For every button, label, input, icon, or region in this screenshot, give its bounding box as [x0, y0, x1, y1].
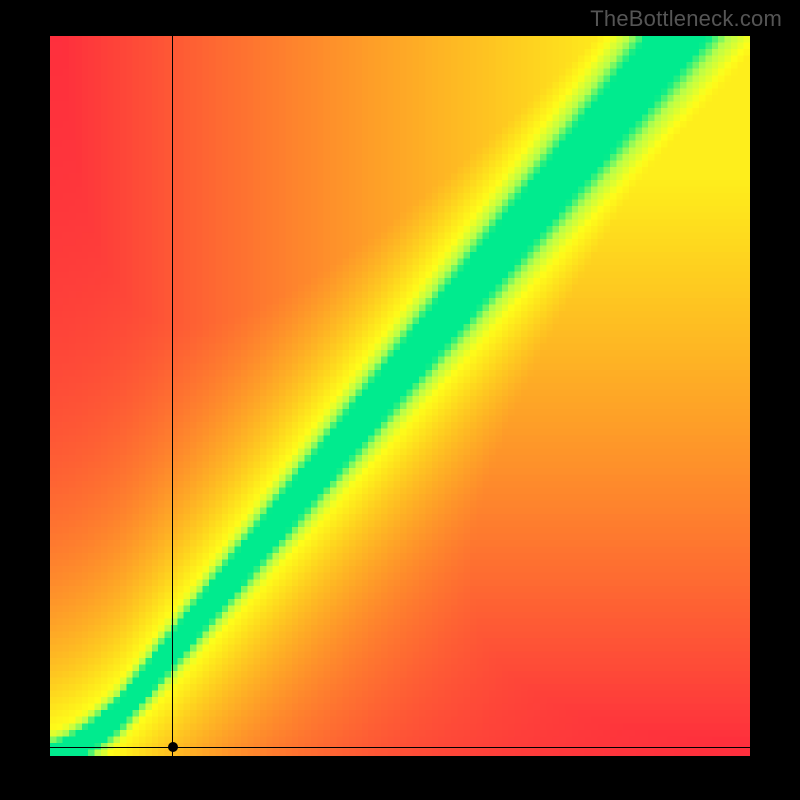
- heatmap-canvas: [50, 36, 750, 756]
- crosshair-vertical-line: [172, 36, 173, 756]
- heatmap-plot: [50, 36, 750, 756]
- root-container: TheBottleneck.com: [0, 0, 800, 800]
- crosshair-horizontal-line: [50, 747, 750, 748]
- crosshair-marker-dot: [168, 742, 178, 752]
- watermark-text: TheBottleneck.com: [590, 6, 782, 32]
